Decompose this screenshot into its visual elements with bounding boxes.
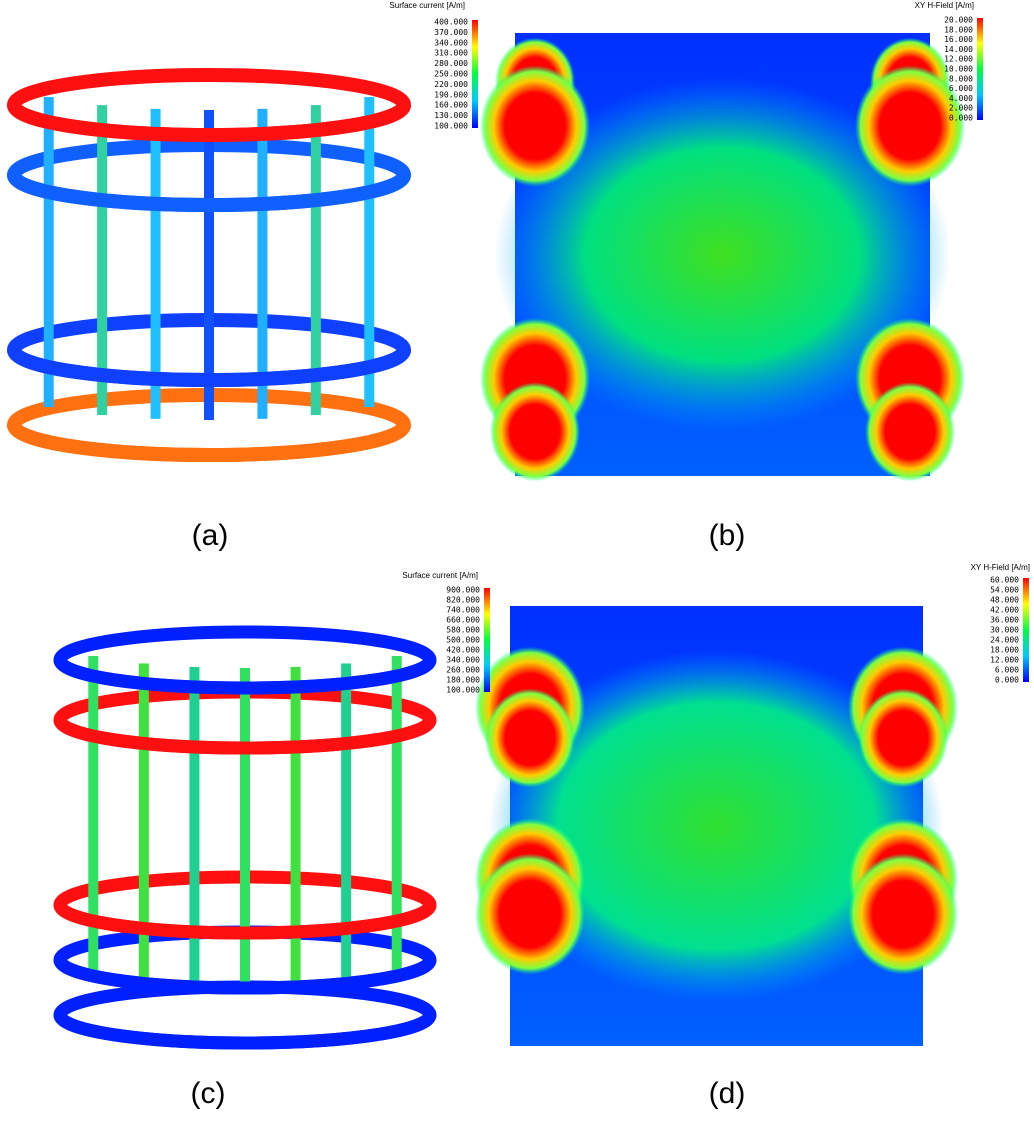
field-map [475,606,958,1046]
colorbar-tick-label: 36.000 [990,616,1019,625]
rung [240,668,250,988]
colorbar-tick-label: 24.000 [990,636,1019,645]
colorbar-tick-label: 18.000 [944,25,973,34]
colorbar-tick-label: 250.000 [434,70,468,79]
colorbar-tick-label: 340.000 [434,38,468,47]
colorbar [472,20,478,128]
colorbar-tick-label: 740.000 [446,606,480,615]
colorbar-tick-label: 4.000 [949,94,973,103]
rung [290,666,301,987]
field-center [489,650,944,1002]
rung [150,108,161,419]
colorbar-tick-label: 340.000 [446,656,480,665]
colorbar-tick-label: 6.000 [949,84,973,93]
panel-caption: (b) [709,519,746,552]
field-hot [490,382,580,482]
colorbar-tick-label: 12.000 [990,656,1019,665]
field-hot [480,65,590,187]
rung [310,105,321,416]
colorbar-tick-label: 370.000 [434,28,468,37]
rung [391,656,402,977]
colorbar-tick-label: 10.000 [944,65,973,74]
colorbar-tick-label: 42.000 [990,606,1019,615]
colorbar-tick-label: 400.000 [434,18,468,27]
colorbar-tick-label: 190.000 [434,90,468,99]
colorbar-tick-label: 8.000 [949,74,973,83]
colorbar-tick-label: 18.000 [990,646,1019,655]
panel-caption: (a) [192,519,229,552]
ring-front [53,658,437,695]
rung [88,656,99,977]
colorbar-tick-label: 900.000 [446,586,480,595]
colorbar-tick-label: 280.000 [434,59,468,68]
colorbar-tick-label: 2.000 [949,104,973,113]
colorbar-tick-label: 30.000 [990,626,1019,635]
rung [341,663,352,984]
colorbar-tick-label: 14.000 [944,45,973,54]
colorbar-tick-label: 660.000 [446,616,480,625]
colorbar [484,588,490,692]
ring-front [7,348,411,387]
rung [189,666,200,987]
rung [138,663,149,984]
field-hot [485,688,575,788]
colorbar-tick-label: 100.000 [446,686,480,695]
field-hot [475,853,585,975]
cage-render [53,625,437,1050]
colorbar-tick-label: 54.000 [990,586,1019,595]
colorbar-tick-label: 160.000 [434,101,468,110]
ring-front [7,103,411,142]
colorbar-tick-label: 820.000 [446,596,480,605]
field-map [480,33,965,482]
rung [204,110,214,420]
ring-front [53,903,437,940]
colorbar-tick-label: 180.000 [446,676,480,685]
colorbar-tick-label: 310.000 [434,49,468,58]
ring-front [7,423,411,462]
cage-render [7,68,411,462]
field-center [494,77,951,432]
rung [364,97,375,408]
colorbar-tick-label: 580.000 [446,626,480,635]
ring-front [53,718,437,755]
panel-caption: (d) [709,1077,746,1110]
field-hot [858,688,948,788]
rung [257,108,268,419]
colorbar-tick-label: 0.000 [949,114,973,123]
colorbar-tick-label: 6.000 [995,666,1019,675]
colorbar-tick-label: 500.000 [446,636,480,645]
colorbar-tick-label: 260.000 [446,666,480,675]
colorbar [1023,578,1029,682]
colorbar-title: Surface current [A/m] [402,571,478,580]
colorbar-tick-label: 48.000 [990,596,1019,605]
colorbar [977,18,983,120]
colorbar-tick-label: 0.000 [995,676,1019,685]
colorbar-tick-label: 220.000 [434,80,468,89]
rung [97,105,108,416]
ring-front [53,958,437,995]
field-hot [848,853,958,975]
ring-front [53,1013,437,1050]
rung [43,97,54,408]
panel-caption: (c) [191,1077,226,1110]
colorbar-tick-label: 130.000 [434,111,468,120]
colorbar-title: Surface current [A/m] [389,1,465,10]
colorbar-tick-label: 100.000 [434,122,468,131]
colorbar-tick-label: 20.000 [944,16,973,25]
colorbar-tick-label: 60.000 [990,576,1019,585]
colorbar-title: XY H-Field [A/m] [971,563,1030,572]
colorbar-tick-label: 12.000 [944,55,973,64]
colorbar-tick-label: 420.000 [446,646,480,655]
ring-front [7,173,411,212]
colorbar-title: XY H-Field [A/m] [915,1,974,10]
colorbar-tick-label: 16.000 [944,35,973,44]
field-hot [865,382,955,482]
field-hot [855,65,965,187]
